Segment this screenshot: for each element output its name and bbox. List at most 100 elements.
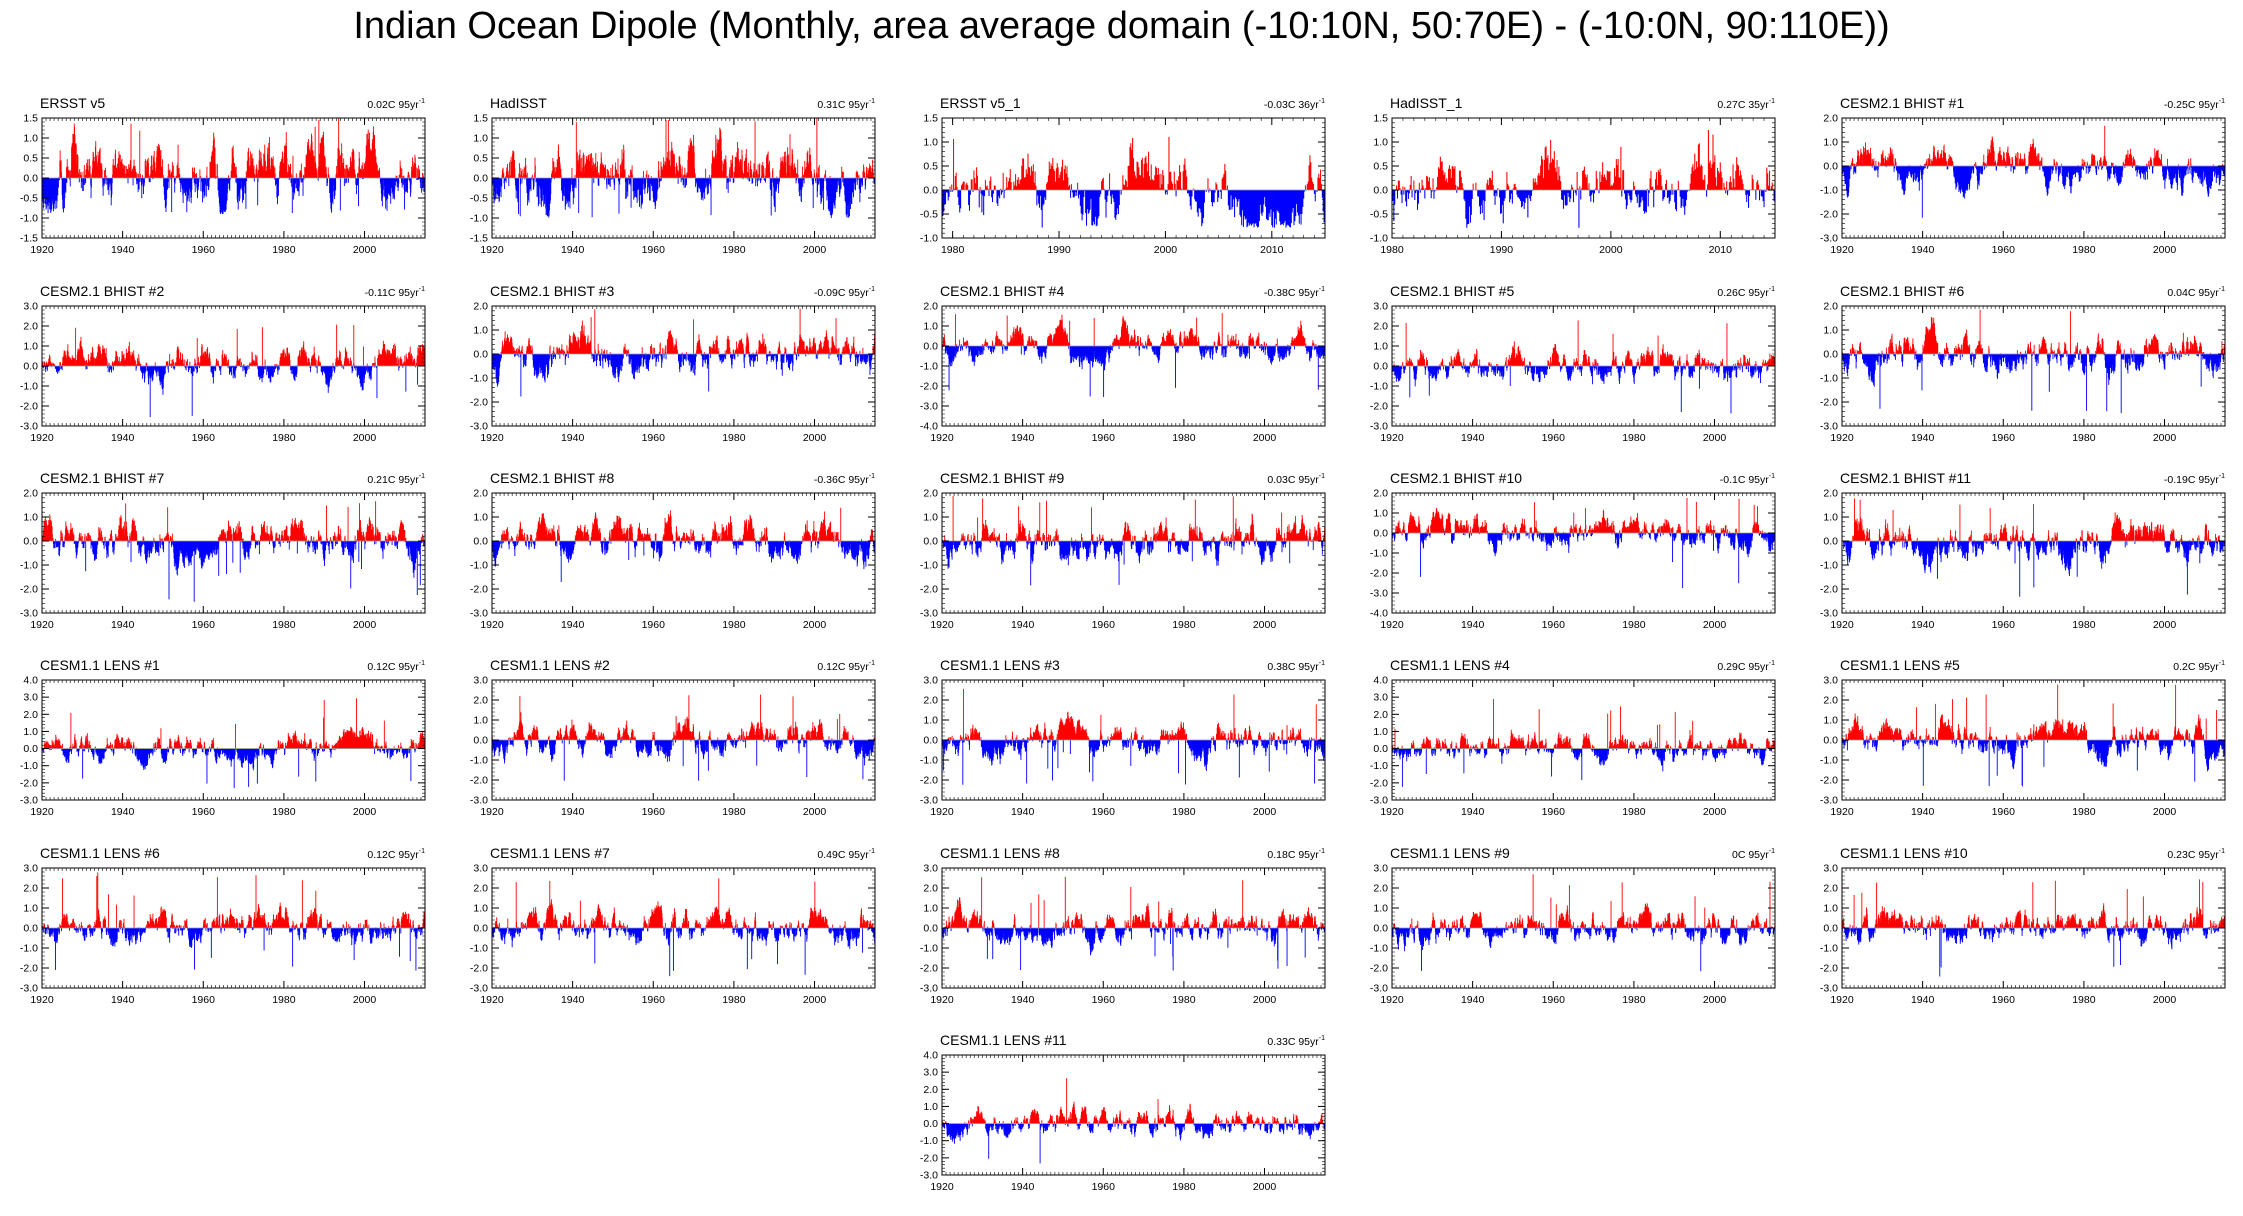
positive-bars xyxy=(500,507,874,541)
panel-title: CESM1.1 LENS #6 xyxy=(40,845,160,861)
y-tick-label: -1.0 xyxy=(470,373,488,385)
negative-bars xyxy=(941,740,1326,785)
chart-panel: CESM2.1 BHIST #6 0.04C 95yr-1 1920 1940 1960… xyxy=(1820,283,2226,444)
y-tick-label: 2.0 xyxy=(923,883,938,895)
y-tick-label: 3.0 xyxy=(473,863,488,875)
y-tick-label: 1.0 xyxy=(473,325,488,337)
x-tick-label: 1960 xyxy=(1542,619,1566,631)
panel-title: CESM1.1 LENS #7 xyxy=(490,845,610,861)
y-tick-label: 2.0 xyxy=(1373,883,1388,895)
trend-label: 0.23C 95yr-1 xyxy=(2167,848,2225,861)
y-tick-label: -1.0 xyxy=(1370,233,1388,245)
x-tick-label: 1980 xyxy=(722,994,746,1006)
trend-label: 0.18C 95yr-1 xyxy=(1267,848,1325,861)
chart-panel: CESM2.1 BHIST #3 -0.09C 95yr-1 1920 1940 196… xyxy=(470,283,876,444)
x-tick-label: 2000 xyxy=(2153,432,2177,444)
x-tick-label: 1960 xyxy=(1542,994,1566,1006)
y-tick-label: -1.0 xyxy=(470,560,488,572)
x-minor-ticks xyxy=(941,118,1326,238)
x-tick-label: 2000 xyxy=(1253,432,1277,444)
panel-title: CESM1.1 LENS #3 xyxy=(940,657,1060,673)
chart-panel: CESM1.1 LENS #5 0.2C 95yr-1 1920 1940 1960 19… xyxy=(1820,657,2226,818)
x-tick-label: 1960 xyxy=(1092,619,1116,631)
y-minor-ticks xyxy=(1842,117,2225,239)
panel-title: CESM2.1 BHIST #6 xyxy=(1840,283,1964,299)
y-tick-label: 1.0 xyxy=(1823,325,1838,337)
x-tick-label: 1940 xyxy=(1461,994,1485,1006)
x-tick-label: 1940 xyxy=(1911,806,1935,818)
x-tick-label: 2000 xyxy=(2153,994,2177,1006)
y-tick-label: 3.0 xyxy=(923,675,938,687)
x-tick-label: 1920 xyxy=(930,432,954,444)
x-tick-label: 2000 xyxy=(1703,619,1727,631)
x-tick-label: 1990 xyxy=(1490,244,1514,256)
y-tick-label: 0.5 xyxy=(23,153,38,165)
y-tick-label: 0.0 xyxy=(23,173,38,185)
chart-panel: CESM2.1 BHIST #1 -0.25C 95yr-1 1920 1940 196… xyxy=(1820,95,2226,256)
chart-panel: CESM1.1 LENS #11 0.33C 95yr-1 1920 1940 1960… xyxy=(920,1032,1326,1193)
y-tick-label: 2.0 xyxy=(1823,883,1838,895)
y-tick-label: 0.0 xyxy=(23,923,38,935)
positive-bars xyxy=(942,495,1326,541)
x-tick-label: 2000 xyxy=(803,619,827,631)
y-tick-label: 2.0 xyxy=(1373,709,1388,721)
x-tick-label: 1960 xyxy=(1542,806,1566,818)
x-minor-ticks xyxy=(491,493,876,613)
positive-bars xyxy=(42,698,426,749)
x-tick-label: 1940 xyxy=(1461,806,1485,818)
negative-bars xyxy=(41,748,419,789)
y-tick-label: 2.0 xyxy=(473,883,488,895)
y-tick-label: 1.0 xyxy=(23,726,38,738)
negative-bars xyxy=(491,178,876,218)
positive-bars xyxy=(501,118,874,178)
y-tick-label: 3.0 xyxy=(1373,863,1388,875)
y-tick-label: 2.0 xyxy=(1823,301,1838,313)
panel-title: CESM2.1 BHIST #11 xyxy=(1840,470,1971,486)
y-tick-label: 2.0 xyxy=(923,1084,938,1096)
trend-label: 0.12C 95yr-1 xyxy=(367,848,425,861)
y-tick-label: -1.0 xyxy=(1370,381,1388,393)
x-tick-label: 1920 xyxy=(480,806,504,818)
x-tick-label: 1980 xyxy=(1622,994,1646,1006)
positive-bars xyxy=(493,878,874,928)
x-tick-label: 1980 xyxy=(272,806,296,818)
y-tick-label: -3.0 xyxy=(20,608,38,620)
negative-bars xyxy=(941,928,1325,971)
y-tick-label: -2.0 xyxy=(1820,397,1838,409)
x-tick-label: 2010 xyxy=(1260,244,1284,256)
x-tick-label: 1920 xyxy=(30,994,54,1006)
positive-bars xyxy=(947,689,1321,740)
panel-title: HadISST_1 xyxy=(1390,95,1463,111)
trend-label: 0.26C 95yr-1 xyxy=(1717,286,1775,299)
x-tick-label: 1940 xyxy=(561,244,585,256)
x-tick-label: 1920 xyxy=(480,432,504,444)
y-tick-label: 1.0 xyxy=(923,321,938,333)
trend-label: 0.21C 95yr-1 xyxy=(367,473,425,486)
positive-bars xyxy=(1841,684,2222,740)
y-tick-label: 2.0 xyxy=(923,488,938,500)
x-tick-label: 1960 xyxy=(642,806,666,818)
x-tick-label: 2000 xyxy=(2153,244,2177,256)
y-tick-label: 1.0 xyxy=(1373,903,1388,915)
x-tick-label: 1920 xyxy=(1380,806,1404,818)
y-tick-label: -1.5 xyxy=(470,233,488,245)
y-tick-label: -0.5 xyxy=(470,193,488,205)
x-tick-label: 2000 xyxy=(1154,244,1178,256)
x-tick-label: 1980 xyxy=(722,619,746,631)
x-tick-label: 1940 xyxy=(561,432,585,444)
chart-panel: CESM1.1 LENS #3 0.38C 95yr-1 1920 1940 1960 1… xyxy=(920,657,1326,818)
x-tick-label: 1940 xyxy=(1011,1181,1035,1193)
x-tick-label: 1960 xyxy=(1092,432,1116,444)
positive-bars xyxy=(1391,130,1774,190)
x-tick-label: 1920 xyxy=(930,806,954,818)
y-tick-label: -2.0 xyxy=(1820,209,1838,221)
y-tick-label: -2.0 xyxy=(920,381,938,393)
y-tick-label: 0.0 xyxy=(1373,528,1388,540)
y-tick-label: 1.0 xyxy=(23,341,38,353)
y-tick-label: 1.0 xyxy=(473,715,488,727)
y-tick-label: 1.5 xyxy=(1373,113,1388,125)
y-tick-label: -3.0 xyxy=(1820,983,1838,995)
x-tick-label: 1960 xyxy=(1992,432,2016,444)
x-tick-label: 1980 xyxy=(722,244,746,256)
y-tick-label: 1.0 xyxy=(923,137,938,149)
